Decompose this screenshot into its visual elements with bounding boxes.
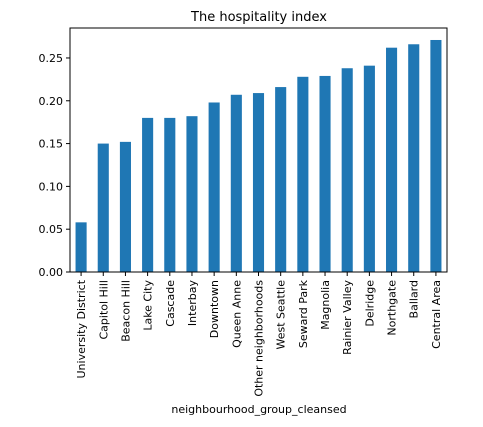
x-axis: University District Capitol Hill Beacon Hi… xyxy=(75,272,443,397)
bar-cascade xyxy=(164,117,176,272)
bars-group xyxy=(75,39,442,273)
bar-other-neighborhoods xyxy=(252,93,265,272)
bar-west-seattle xyxy=(275,87,287,272)
y-tick-label: 0.05 xyxy=(39,223,64,236)
bar-northgate xyxy=(386,47,398,273)
bar-downtown xyxy=(208,102,220,272)
x-tick-label: Rainier Valley xyxy=(341,280,354,355)
bar-university-district xyxy=(75,222,87,272)
x-tick-label: Downtown xyxy=(208,280,221,338)
x-tick-label: Queen Anne xyxy=(230,280,243,348)
x-tick-label: Capitol Hill xyxy=(97,280,110,340)
y-tick-label: 0.10 xyxy=(39,180,64,193)
bar-interbay xyxy=(186,116,198,272)
bar-ballard xyxy=(408,44,420,273)
bar-lake-city xyxy=(142,117,154,272)
x-tick-label: Lake City xyxy=(142,280,155,331)
x-tick-label: Central Area xyxy=(430,280,443,349)
bar-beacon-hill xyxy=(119,141,131,272)
x-tick-label: West Seattle xyxy=(275,280,288,350)
bar-rainier-valley xyxy=(341,68,353,273)
plot-frame xyxy=(69,27,448,273)
x-tick-label: Beacon Hill xyxy=(119,280,132,342)
x-tick-label: Northgate xyxy=(386,280,399,336)
y-tick-label: 0.20 xyxy=(39,95,64,108)
x-tick-label: Seward Park xyxy=(297,279,310,348)
y-tick-label: 0.00 xyxy=(39,266,64,279)
x-tick-label: Cascade xyxy=(164,280,177,327)
x-tick-label: Interbay xyxy=(186,280,199,327)
y-tick-label: 0.15 xyxy=(39,138,64,151)
chart-title: The hospitality index xyxy=(190,10,327,25)
bar-queen-anne xyxy=(230,94,242,272)
x-axis-label: neighbourhood_group_cleansed xyxy=(171,403,346,416)
x-tick-label: Ballard xyxy=(408,280,421,318)
x-tick-label: Other neighborhoods xyxy=(253,280,266,397)
x-tick-label: Magnolia xyxy=(319,280,332,330)
y-tick-label: 0.25 xyxy=(39,52,64,65)
bar-capitol-hill xyxy=(97,143,109,272)
bar-magnolia xyxy=(319,75,331,272)
x-tick-label: Delridge xyxy=(363,280,376,327)
x-tick-label: University District xyxy=(75,279,88,378)
bar-seward-park xyxy=(297,76,309,272)
bar-central-area xyxy=(430,39,442,273)
bar-delridge xyxy=(363,65,375,273)
y-axis: 0.00 0.05 0.10 0.15 0.20 0.25 xyxy=(39,52,70,279)
